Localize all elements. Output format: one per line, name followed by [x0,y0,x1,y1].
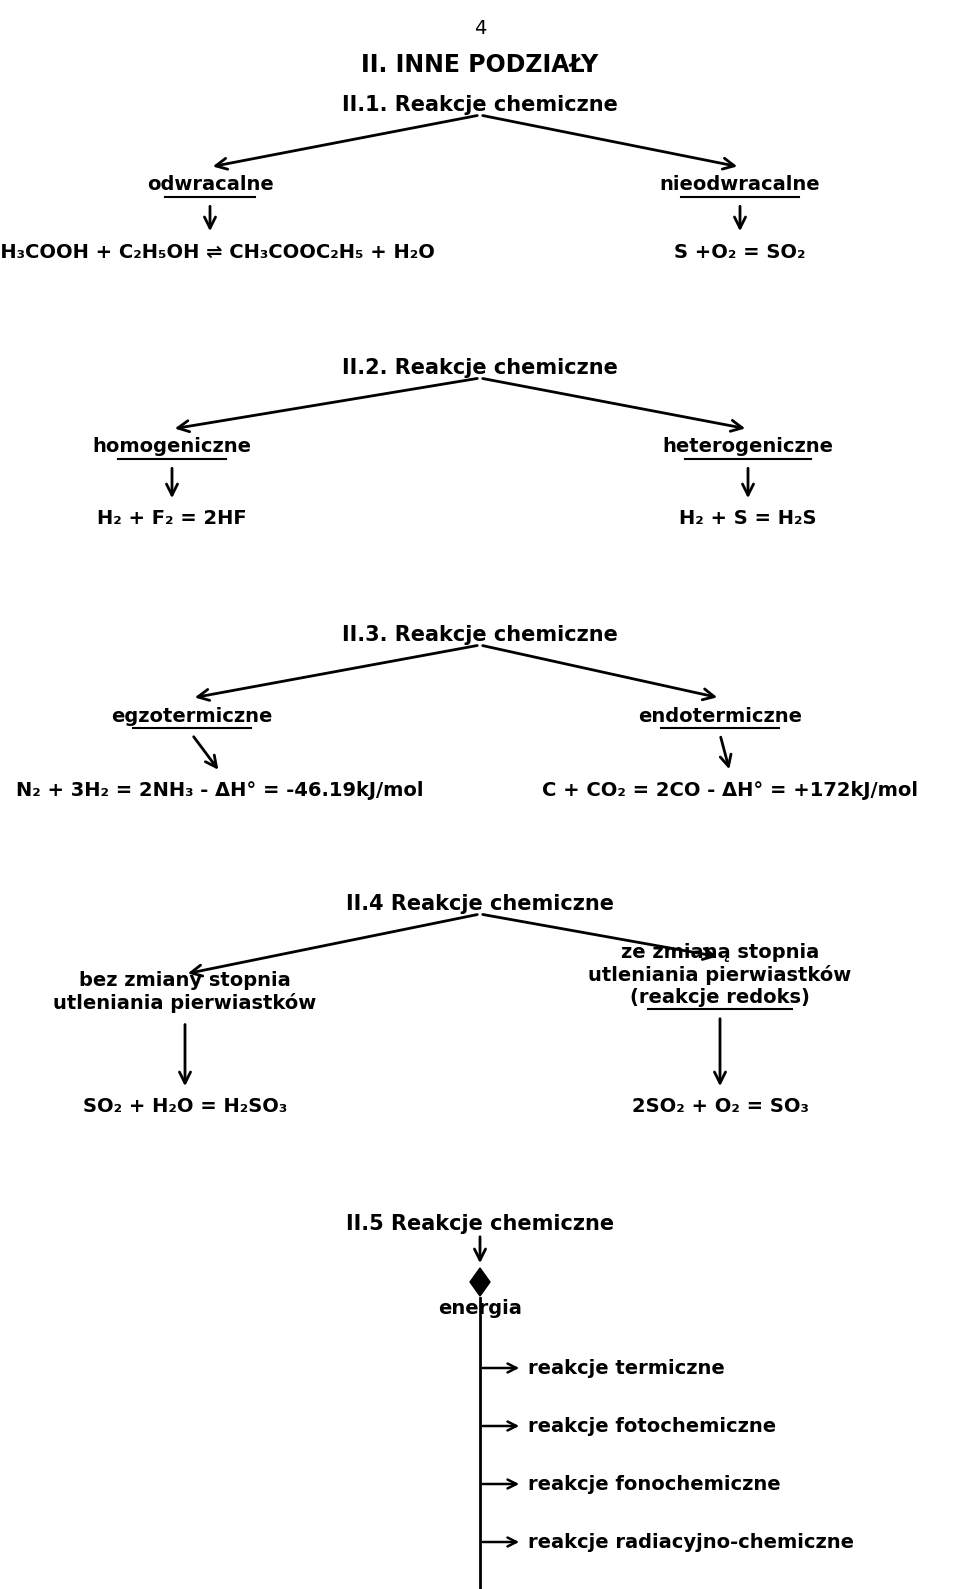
Text: H₂ + S = H₂S: H₂ + S = H₂S [680,510,817,529]
Text: CH₃COOH + C₂H₅OH ⇌ CH₃COOC₂H₅ + H₂O: CH₃COOH + C₂H₅OH ⇌ CH₃COOC₂H₅ + H₂O [0,243,435,262]
Polygon shape [470,1268,490,1297]
Text: S +O₂ = SO₂: S +O₂ = SO₂ [674,243,805,262]
Text: reakcje fonochemiczne: reakcje fonochemiczne [528,1475,780,1494]
Text: 4: 4 [474,19,486,38]
Text: egzotermiczne: egzotermiczne [111,707,273,726]
Text: (reakcje redoks): (reakcje redoks) [630,988,810,1007]
Text: bez zmiany stopnia: bez zmiany stopnia [79,971,291,990]
Text: N₂ + 3H₂ = 2NH₃ - ΔH° = -46.19kJ/mol: N₂ + 3H₂ = 2NH₃ - ΔH° = -46.19kJ/mol [16,780,423,799]
Text: energia: energia [438,1298,522,1317]
Text: reakcje fotochemiczne: reakcje fotochemiczne [528,1416,776,1435]
Text: 2SO₂ + O₂ = SO₃: 2SO₂ + O₂ = SO₃ [632,1098,808,1117]
Text: II.2. Reakcje chemiczne: II.2. Reakcje chemiczne [342,358,618,378]
Text: nieodwracalne: nieodwracalne [660,175,820,194]
Text: H₂ + F₂ = 2HF: H₂ + F₂ = 2HF [97,510,247,529]
Text: II.4 Reakcje chemiczne: II.4 Reakcje chemiczne [346,895,614,914]
Text: SO₂ + H₂O = H₂SO₃: SO₂ + H₂O = H₂SO₃ [83,1098,287,1117]
Text: odwracalne: odwracalne [147,175,274,194]
Text: utleniania pierwiastków: utleniania pierwiastków [54,993,317,1014]
Text: II.3. Reakcje chemiczne: II.3. Reakcje chemiczne [342,624,618,645]
Text: heterogeniczne: heterogeniczne [662,437,833,456]
Text: utleniania pierwiastków: utleniania pierwiastków [588,965,852,985]
Text: C + CO₂ = 2CO - ΔH° = +172kJ/mol: C + CO₂ = 2CO - ΔH° = +172kJ/mol [542,780,918,799]
Text: homogeniczne: homogeniczne [92,437,252,456]
Text: reakcje radiacyjno-chemiczne: reakcje radiacyjno-chemiczne [528,1532,854,1551]
Text: endotermiczne: endotermiczne [638,707,802,726]
Text: II.5 Reakcje chemiczne: II.5 Reakcje chemiczne [346,1214,614,1235]
Text: reakcje termiczne: reakcje termiczne [528,1359,725,1378]
Text: II.1. Reakcje chemiczne: II.1. Reakcje chemiczne [342,95,618,114]
Text: II. INNE PODZIAŁY: II. INNE PODZIAŁY [361,52,599,76]
Text: ze zmianą stopnia: ze zmianą stopnia [621,944,819,961]
